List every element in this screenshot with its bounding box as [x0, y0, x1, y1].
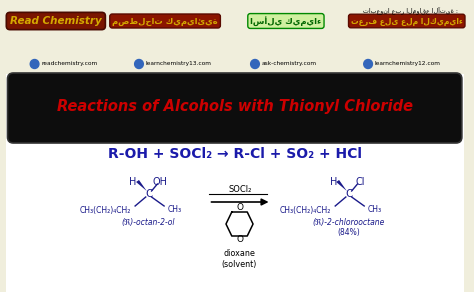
Text: (84%): (84%) — [337, 229, 360, 237]
Text: H: H — [329, 177, 337, 187]
Text: CH₃: CH₃ — [168, 206, 182, 215]
Text: تعرف على علم الكيمياء: تعرف على علم الكيمياء — [351, 17, 463, 25]
Text: (ℜ)-octan-2-ol: (ℜ)-octan-2-ol — [122, 218, 175, 227]
Text: C: C — [145, 189, 152, 199]
Text: CH₃: CH₃ — [368, 206, 382, 215]
Text: تابعونا عبر المواقع الآتية :: تابعونا عبر المواقع الآتية : — [363, 6, 458, 14]
Text: learnchemistry13.com: learnchemistry13.com — [146, 62, 212, 67]
Text: (ℜ)-2-chlorooctane: (ℜ)-2-chlorooctane — [312, 218, 385, 227]
Text: R-OH + SOCl₂ → R-Cl + SO₂ + HCl: R-OH + SOCl₂ → R-Cl + SO₂ + HCl — [108, 147, 362, 161]
Text: learnchemistry12.com: learnchemistry12.com — [375, 62, 441, 67]
Text: C: C — [345, 189, 353, 199]
Text: Reactions of Alcohols with Thionyl Chloride: Reactions of Alcohols with Thionyl Chlor… — [57, 100, 413, 114]
Text: H: H — [129, 177, 137, 187]
FancyBboxPatch shape — [8, 73, 462, 143]
Text: اسألي كيمياء: اسألي كيمياء — [250, 16, 321, 26]
Circle shape — [135, 60, 143, 69]
FancyBboxPatch shape — [6, 74, 464, 292]
Text: readchemistry.com: readchemistry.com — [41, 62, 98, 67]
Polygon shape — [136, 180, 147, 191]
Text: مصطلحات كيميائية: مصطلحات كيميائية — [112, 17, 218, 25]
Text: O: O — [236, 204, 243, 213]
Circle shape — [364, 60, 373, 69]
Circle shape — [30, 60, 39, 69]
Text: SOCl₂: SOCl₂ — [228, 185, 252, 194]
Text: ask-chemistry.com: ask-chemistry.com — [262, 62, 317, 67]
Text: CH₃(CH₂)₄CH₂: CH₃(CH₂)₄CH₂ — [280, 206, 331, 215]
Text: OH: OH — [153, 177, 168, 187]
Circle shape — [251, 60, 259, 69]
Polygon shape — [336, 180, 347, 191]
Text: (solvent): (solvent) — [222, 260, 257, 269]
Text: CH₃(CH₂)₄CH₂: CH₃(CH₂)₄CH₂ — [80, 206, 131, 215]
Text: Cl: Cl — [356, 177, 365, 187]
FancyBboxPatch shape — [6, 0, 464, 74]
Text: Read Chemistry: Read Chemistry — [10, 16, 102, 26]
Text: dioxane: dioxane — [224, 249, 255, 258]
Text: O: O — [236, 236, 243, 244]
